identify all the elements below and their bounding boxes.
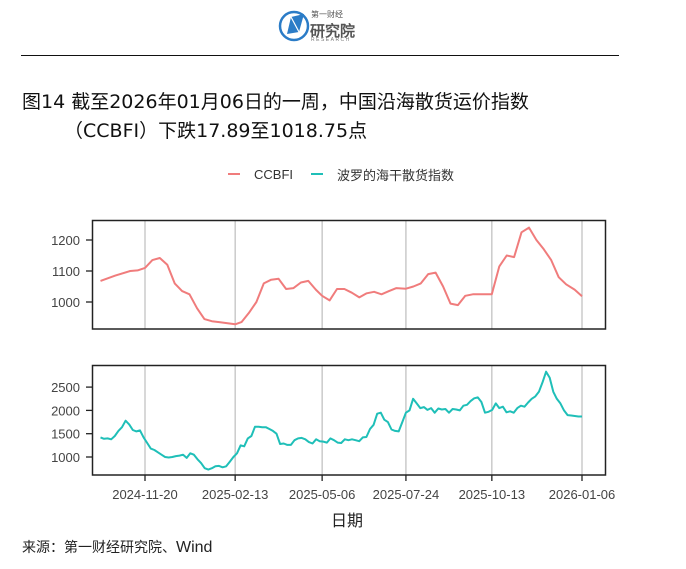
figure-title-line2: （CCBFI）下跌17.89至1018.75点 xyxy=(64,120,368,142)
source-note: 来源：第一财经研究院、Wind xyxy=(22,537,212,557)
legend-swatch-ccbfi xyxy=(228,173,240,175)
x-axis-title: 日期 xyxy=(331,511,364,530)
svg-text:1100: 1100 xyxy=(52,264,80,279)
bottom-panel-gridlines xyxy=(144,365,583,475)
svg-text:2024-11-20: 2024-11-20 xyxy=(112,487,178,502)
svg-text:1200: 1200 xyxy=(51,233,80,248)
svg-text:1000: 1000 xyxy=(51,295,80,310)
ccbfi-line xyxy=(100,226,583,326)
legend-label-ccbfi: CCBFI xyxy=(254,166,293,182)
logo-sub-text: RESEARCH xyxy=(311,37,351,43)
logo-emblem-icon xyxy=(278,10,310,42)
svg-text:2500: 2500 xyxy=(51,380,80,395)
svg-text:1500: 1500 xyxy=(51,427,80,442)
svg-text:2026-01-06: 2026-01-06 xyxy=(549,487,616,502)
top-panel-border xyxy=(91,219,607,330)
panel-ccbfi: 1000 1100 1200 xyxy=(51,219,607,330)
legend-swatch-bdi xyxy=(311,173,323,175)
logo-main-text: 研究院 xyxy=(310,22,356,40)
bottom-panel-y-axis: 1000 1500 2000 2500 xyxy=(51,380,92,465)
top-panel-gridlines xyxy=(144,220,583,329)
svg-text:2025-02-13: 2025-02-13 xyxy=(202,487,269,502)
logo: 第一财经 研究院 RESEARCH xyxy=(278,6,388,46)
top-panel-y-axis: 1000 1100 1200 xyxy=(51,233,92,310)
svg-text:2025-05-06: 2025-05-06 xyxy=(289,487,356,502)
x-axis: 2024-11-20 2025-02-13 2025-05-06 2025-07-24… xyxy=(112,475,615,502)
figure-title-line1: 图14 截至2026年01月06日的一周，中国沿海散货运价指数 xyxy=(22,91,529,113)
svg-text:2025-10-13: 2025-10-13 xyxy=(459,487,526,502)
svg-text:1000: 1000 xyxy=(51,450,80,465)
legend-label-bdi: 波罗的海干散货指数 xyxy=(337,168,455,184)
bottom-panel-border xyxy=(91,364,607,476)
bdi-line xyxy=(100,370,582,471)
source-wind: Wind xyxy=(176,539,213,556)
header-divider xyxy=(21,55,619,56)
source-prefix: 来源：第一财经研究院、 xyxy=(22,540,176,556)
svg-text:2025-07-24: 2025-07-24 xyxy=(373,487,440,502)
svg-text:2000: 2000 xyxy=(51,403,80,418)
chart-legend: CCBFI 波罗的海干散货指数 xyxy=(228,165,472,184)
logo-top-text: 第一财经 xyxy=(311,10,343,19)
